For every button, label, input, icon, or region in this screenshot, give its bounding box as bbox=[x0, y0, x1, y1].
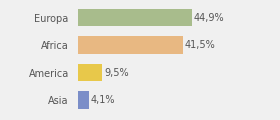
Bar bbox=[78, 36, 183, 54]
Text: 9,5%: 9,5% bbox=[104, 68, 129, 78]
Bar bbox=[78, 9, 192, 27]
Text: 41,5%: 41,5% bbox=[185, 40, 216, 50]
Bar bbox=[78, 91, 89, 109]
Text: 44,9%: 44,9% bbox=[193, 13, 224, 23]
Text: 4,1%: 4,1% bbox=[91, 95, 115, 105]
Bar bbox=[78, 64, 102, 81]
